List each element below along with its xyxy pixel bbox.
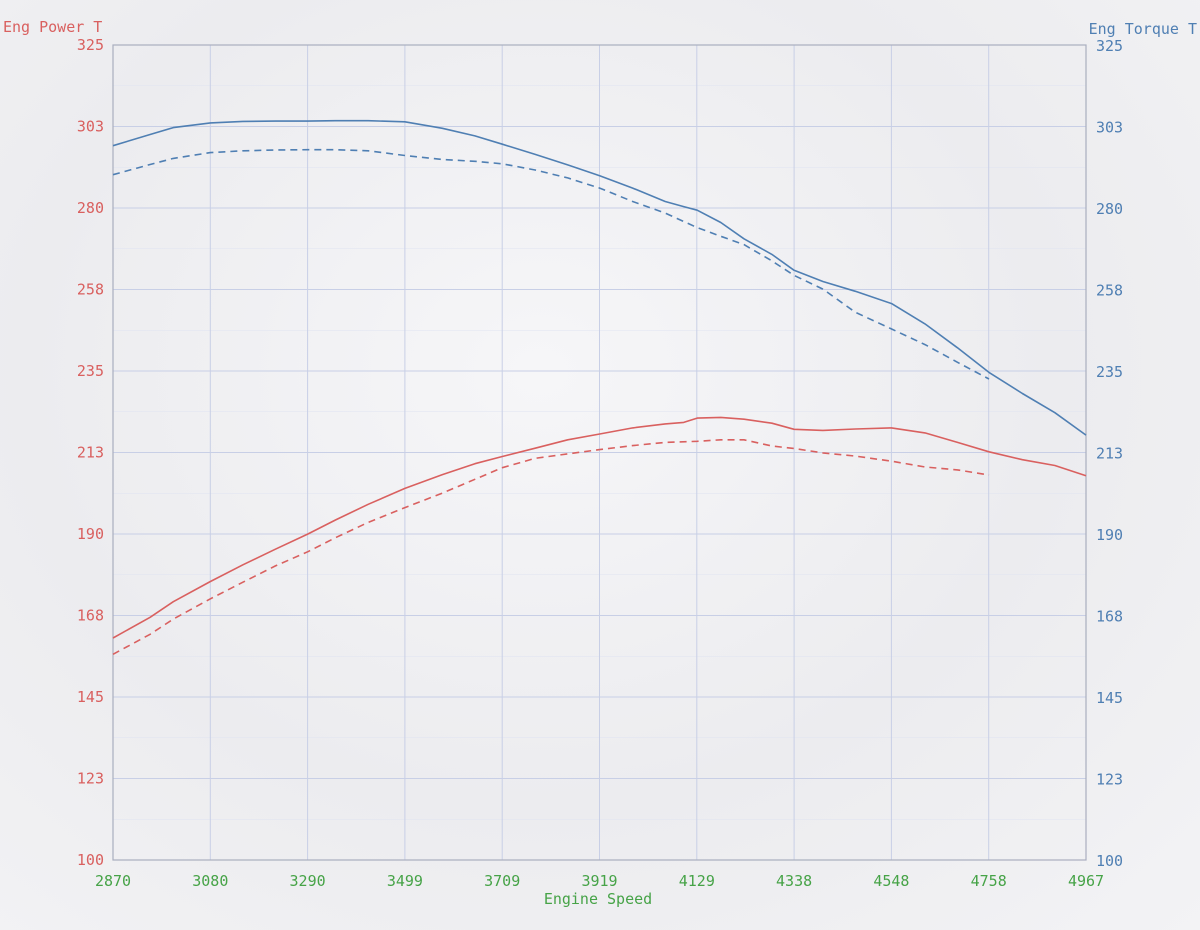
- tick-labels: 2870 3080 3290 3499 3709 3919 4129 4338 4548 4758…: [77, 36, 1123, 890]
- y-left-tick-label: 145: [77, 688, 104, 706]
- y-right-tick-label: 168: [1096, 608, 1123, 626]
- y-right-tick-label: 280: [1096, 200, 1123, 218]
- power-dashed-line: [112, 439, 990, 656]
- grid-lines: [112, 44, 1087, 861]
- x-tick-label: 3919: [581, 872, 617, 890]
- torque-solid-line: [112, 119, 1087, 436]
- x-tick-label: 3499: [387, 872, 423, 890]
- y-right-tick-label: 190: [1096, 526, 1123, 544]
- y-left-tick-label: 123: [77, 770, 104, 788]
- x-tick-label: 3709: [484, 872, 520, 890]
- x-tick-label: 4758: [971, 872, 1007, 890]
- x-tick-label: 4129: [679, 872, 715, 890]
- plot-frame: [112, 44, 1087, 861]
- series-lines: [112, 119, 1087, 656]
- y-left-tick-label: 190: [77, 525, 104, 543]
- y-left-tick-label: 213: [77, 444, 104, 462]
- y-left-tick-label: 325: [77, 36, 104, 54]
- power-solid-line: [112, 416, 1087, 639]
- torque-dashed-line: [112, 148, 990, 380]
- y-left-tick-label: 280: [77, 199, 104, 217]
- y-left-tick-label: 168: [77, 607, 104, 625]
- y-left-tick-label: 303: [77, 118, 104, 136]
- y-right-tick-label: 145: [1096, 689, 1123, 707]
- y-axis-right-label: Eng Torque T: [1089, 20, 1197, 38]
- y-right-tick-label: 235: [1096, 363, 1123, 381]
- x-tick-label: 3080: [192, 872, 228, 890]
- y-right-tick-label: 100: [1096, 852, 1123, 870]
- y-left-tick-label: 100: [77, 851, 104, 869]
- y-right-tick-label: 303: [1096, 119, 1123, 137]
- y-right-tick-label: 123: [1096, 771, 1123, 789]
- y-right-tick-label: 325: [1096, 37, 1123, 55]
- x-tick-label: 3290: [290, 872, 326, 890]
- y-right-tick-label: 213: [1096, 445, 1123, 463]
- y-axis-left-label: Eng Power T: [3, 18, 102, 36]
- x-axis-label: Engine Speed: [544, 890, 652, 908]
- y-left-tick-label: 235: [77, 362, 104, 380]
- x-tick-label: 4338: [776, 872, 812, 890]
- y-left-tick-label: 258: [77, 281, 104, 299]
- x-tick-label: 4967: [1068, 872, 1104, 890]
- y-right-tick-label: 258: [1096, 282, 1123, 300]
- x-tick-label: 2870: [95, 872, 131, 890]
- x-tick-label: 4548: [873, 872, 909, 890]
